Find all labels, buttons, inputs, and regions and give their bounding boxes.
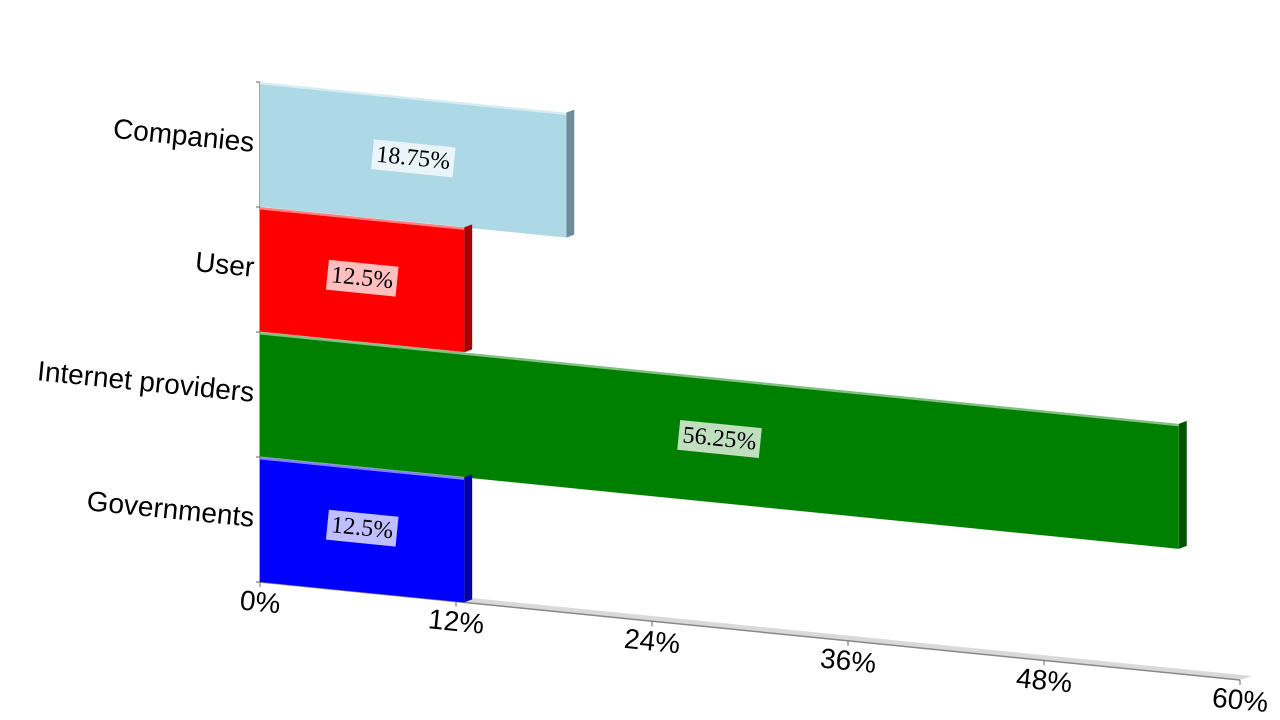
x-tick-label: 36%: [819, 642, 878, 678]
category-label: Internet providers: [36, 355, 256, 408]
value-label: 12.5%: [330, 512, 394, 544]
x-tick-label: 48%: [1015, 662, 1074, 698]
value-label-group: 12.5%: [325, 259, 399, 297]
category-label: Governments: [85, 485, 255, 533]
value-label-bg: [325, 259, 399, 297]
category-label: User: [194, 246, 256, 283]
bar-side: [464, 474, 473, 603]
x-tick-label: 60%: [1211, 682, 1270, 718]
value-label: 12.5%: [330, 262, 394, 294]
bar-side: [1178, 420, 1187, 549]
value-label-group: 18.75%: [370, 139, 456, 178]
bar-side: [464, 224, 473, 353]
bar-edge: [259, 81, 567, 116]
axis-floor: [260, 578, 1252, 680]
value-label-group: 12.5%: [325, 509, 399, 547]
value-label-bg: [325, 509, 399, 547]
bar-edge: [259, 331, 1179, 427]
x-tick-label: 12%: [427, 603, 486, 639]
value-label-bg: [677, 419, 762, 458]
bar-edge: [259, 206, 465, 230]
x-tick-label: 0%: [239, 584, 282, 619]
bar-edge: [259, 456, 465, 480]
bar-side: [566, 109, 575, 238]
value-label-group: 56.25%: [677, 419, 762, 458]
category-label: Companies: [112, 113, 256, 158]
value-label-bg: [370, 139, 456, 178]
x-tick-label: 24%: [623, 623, 682, 659]
